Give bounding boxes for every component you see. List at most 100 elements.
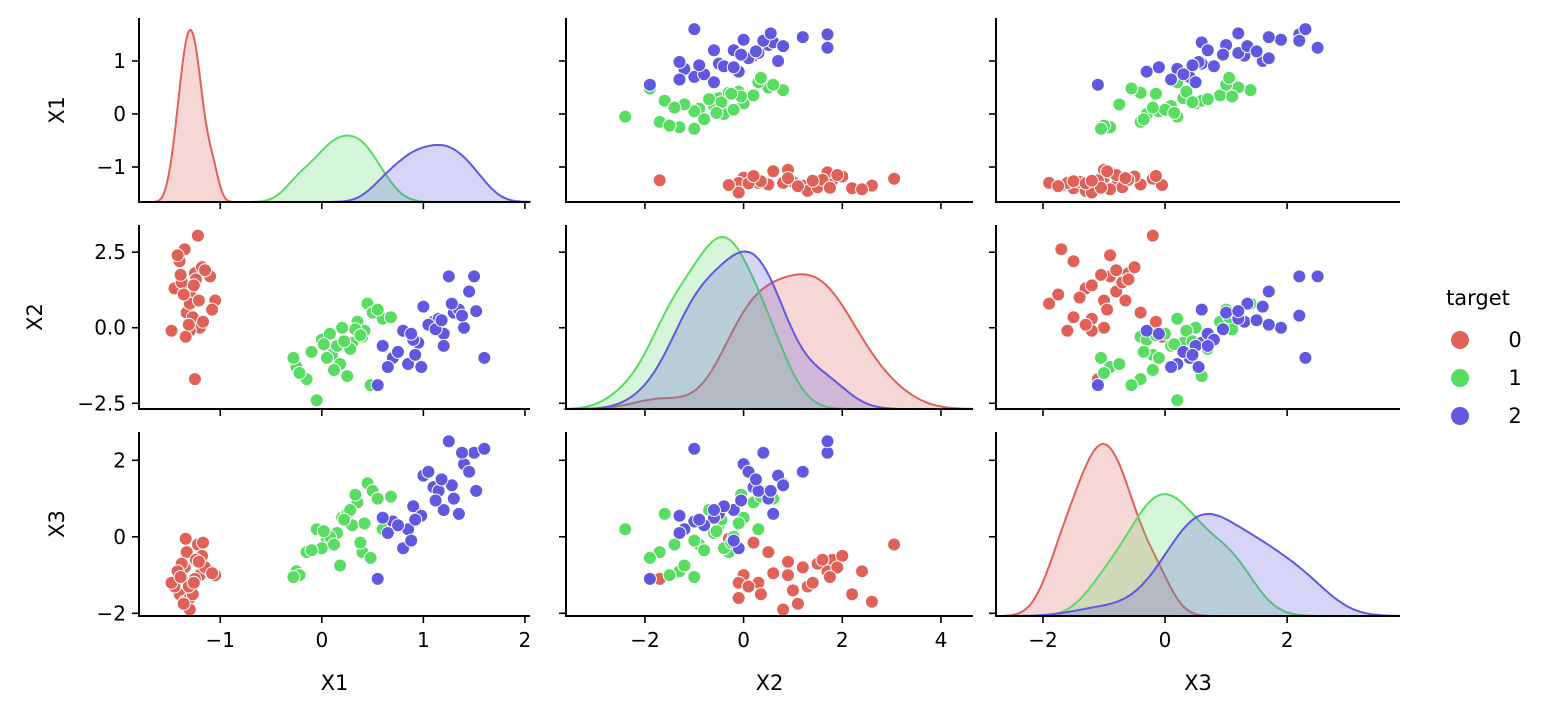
point-target-2 xyxy=(726,533,741,548)
point-target-2 xyxy=(1200,338,1215,353)
point-target-2 xyxy=(477,441,492,456)
x-tick-label: 2 xyxy=(1281,628,1294,652)
point-target-0 xyxy=(205,566,220,581)
point-target-0 xyxy=(1103,248,1118,263)
point-target-1 xyxy=(618,522,633,537)
point-target-2 xyxy=(457,320,471,335)
point-target-1 xyxy=(1185,95,1200,110)
point-target-2 xyxy=(375,338,390,353)
point-target-2 xyxy=(1090,378,1105,393)
point-target-2 xyxy=(416,299,431,314)
point-target-1 xyxy=(662,568,677,583)
panel-X2-vs-X3 xyxy=(989,225,1400,416)
point-target-2 xyxy=(771,54,786,68)
point-target-0 xyxy=(746,169,761,183)
point-target-2 xyxy=(462,284,477,299)
point-target-1 xyxy=(286,350,301,365)
point-target-1 xyxy=(1112,357,1127,371)
point-target-2 xyxy=(820,434,835,449)
point-target-0 xyxy=(1133,305,1148,320)
point-target-0 xyxy=(731,591,746,605)
point-target-1 xyxy=(316,524,331,539)
point-target-2 xyxy=(469,304,484,319)
point-target-2 xyxy=(763,26,778,41)
point-target-1 xyxy=(667,100,682,115)
point-target-0 xyxy=(822,180,837,195)
point-target-2 xyxy=(391,344,405,359)
x-tick-label: 2 xyxy=(519,628,532,652)
point-target-1 xyxy=(357,516,372,531)
kde-line-X1-target-1 xyxy=(251,134,433,203)
point-target-2 xyxy=(477,350,492,365)
kde-fill-X2-target-2 xyxy=(581,251,897,409)
y-axis-label-X3: X3 xyxy=(45,510,69,538)
point-target-0 xyxy=(196,535,210,550)
point-target-0 xyxy=(822,570,837,584)
point-target-1 xyxy=(642,550,657,565)
point-target-0 xyxy=(721,178,736,192)
point-target-2 xyxy=(1255,299,1270,314)
point-target-1 xyxy=(335,320,350,335)
point-target-2 xyxy=(370,571,385,586)
point-target-1 xyxy=(333,558,348,573)
point-target-2 xyxy=(1188,75,1203,90)
y-tick-label: 0 xyxy=(113,102,126,126)
point-target-1 xyxy=(1124,378,1139,393)
point-target-1 xyxy=(1170,311,1185,326)
point-target-1 xyxy=(657,93,672,108)
point-target-2 xyxy=(1292,33,1307,48)
point-target-1 xyxy=(1222,70,1237,85)
point-target-2 xyxy=(707,503,721,517)
panel-X1-vs-X1: −1 0 1 xyxy=(97,18,531,209)
point-target-2 xyxy=(1139,323,1154,338)
point-target-0 xyxy=(1109,263,1124,278)
x-tick-label: 0 xyxy=(315,628,328,652)
point-target-2 xyxy=(1151,60,1166,75)
point-target-2 xyxy=(408,512,423,527)
point-target-2 xyxy=(1261,51,1276,66)
point-target-2 xyxy=(1240,296,1255,311)
point-target-0 xyxy=(845,587,860,602)
point-target-0 xyxy=(190,228,205,243)
point-target-1 xyxy=(353,535,368,550)
x-axis-label-X3: X3 xyxy=(1184,671,1212,695)
point-target-1 xyxy=(1167,337,1182,352)
point-target-2 xyxy=(441,269,456,284)
point-target-0 xyxy=(187,372,202,387)
point-target-0 xyxy=(1097,320,1111,335)
point-target-2 xyxy=(391,518,405,533)
point-target-1 xyxy=(363,550,378,565)
panel-X3-vs-X3: −2 0 2 xyxy=(989,432,1400,652)
point-target-0 xyxy=(1100,302,1115,317)
point-target-2 xyxy=(1292,269,1307,284)
point-target-1 xyxy=(1225,89,1240,104)
point-target-0 xyxy=(1121,272,1136,287)
point-target-0 xyxy=(178,531,193,546)
point-target-2 xyxy=(763,483,778,498)
point-target-1 xyxy=(1179,323,1194,338)
point-target-0 xyxy=(1084,278,1099,293)
kde-line-X3-target-2 xyxy=(1016,512,1399,617)
x-tick-label: 0 xyxy=(1159,628,1172,652)
point-target-2 xyxy=(795,464,810,479)
point-target-1 xyxy=(1136,112,1151,127)
point-target-0 xyxy=(753,587,768,602)
point-target-2 xyxy=(1274,32,1288,47)
point-target-2 xyxy=(1261,30,1276,45)
point-target-1 xyxy=(662,118,677,133)
panel-X3-vs-X2: −2 0 2 4 xyxy=(559,432,973,652)
x-tick-label: −2 xyxy=(630,628,659,652)
point-target-2 xyxy=(404,326,419,341)
kde-line-X3-target-1 xyxy=(1036,493,1316,617)
point-target-1 xyxy=(766,77,781,92)
point-target-1 xyxy=(322,326,337,341)
point-target-0 xyxy=(1148,169,1163,183)
y-tick-label: 1 xyxy=(113,49,126,73)
point-target-2 xyxy=(707,43,721,58)
point-target-2 xyxy=(726,60,741,75)
point-target-0 xyxy=(191,293,206,308)
kde-line-X2-target-1 xyxy=(563,235,846,410)
point-target-0 xyxy=(652,173,667,188)
point-target-2 xyxy=(408,347,423,362)
point-target-0 xyxy=(1072,290,1087,305)
